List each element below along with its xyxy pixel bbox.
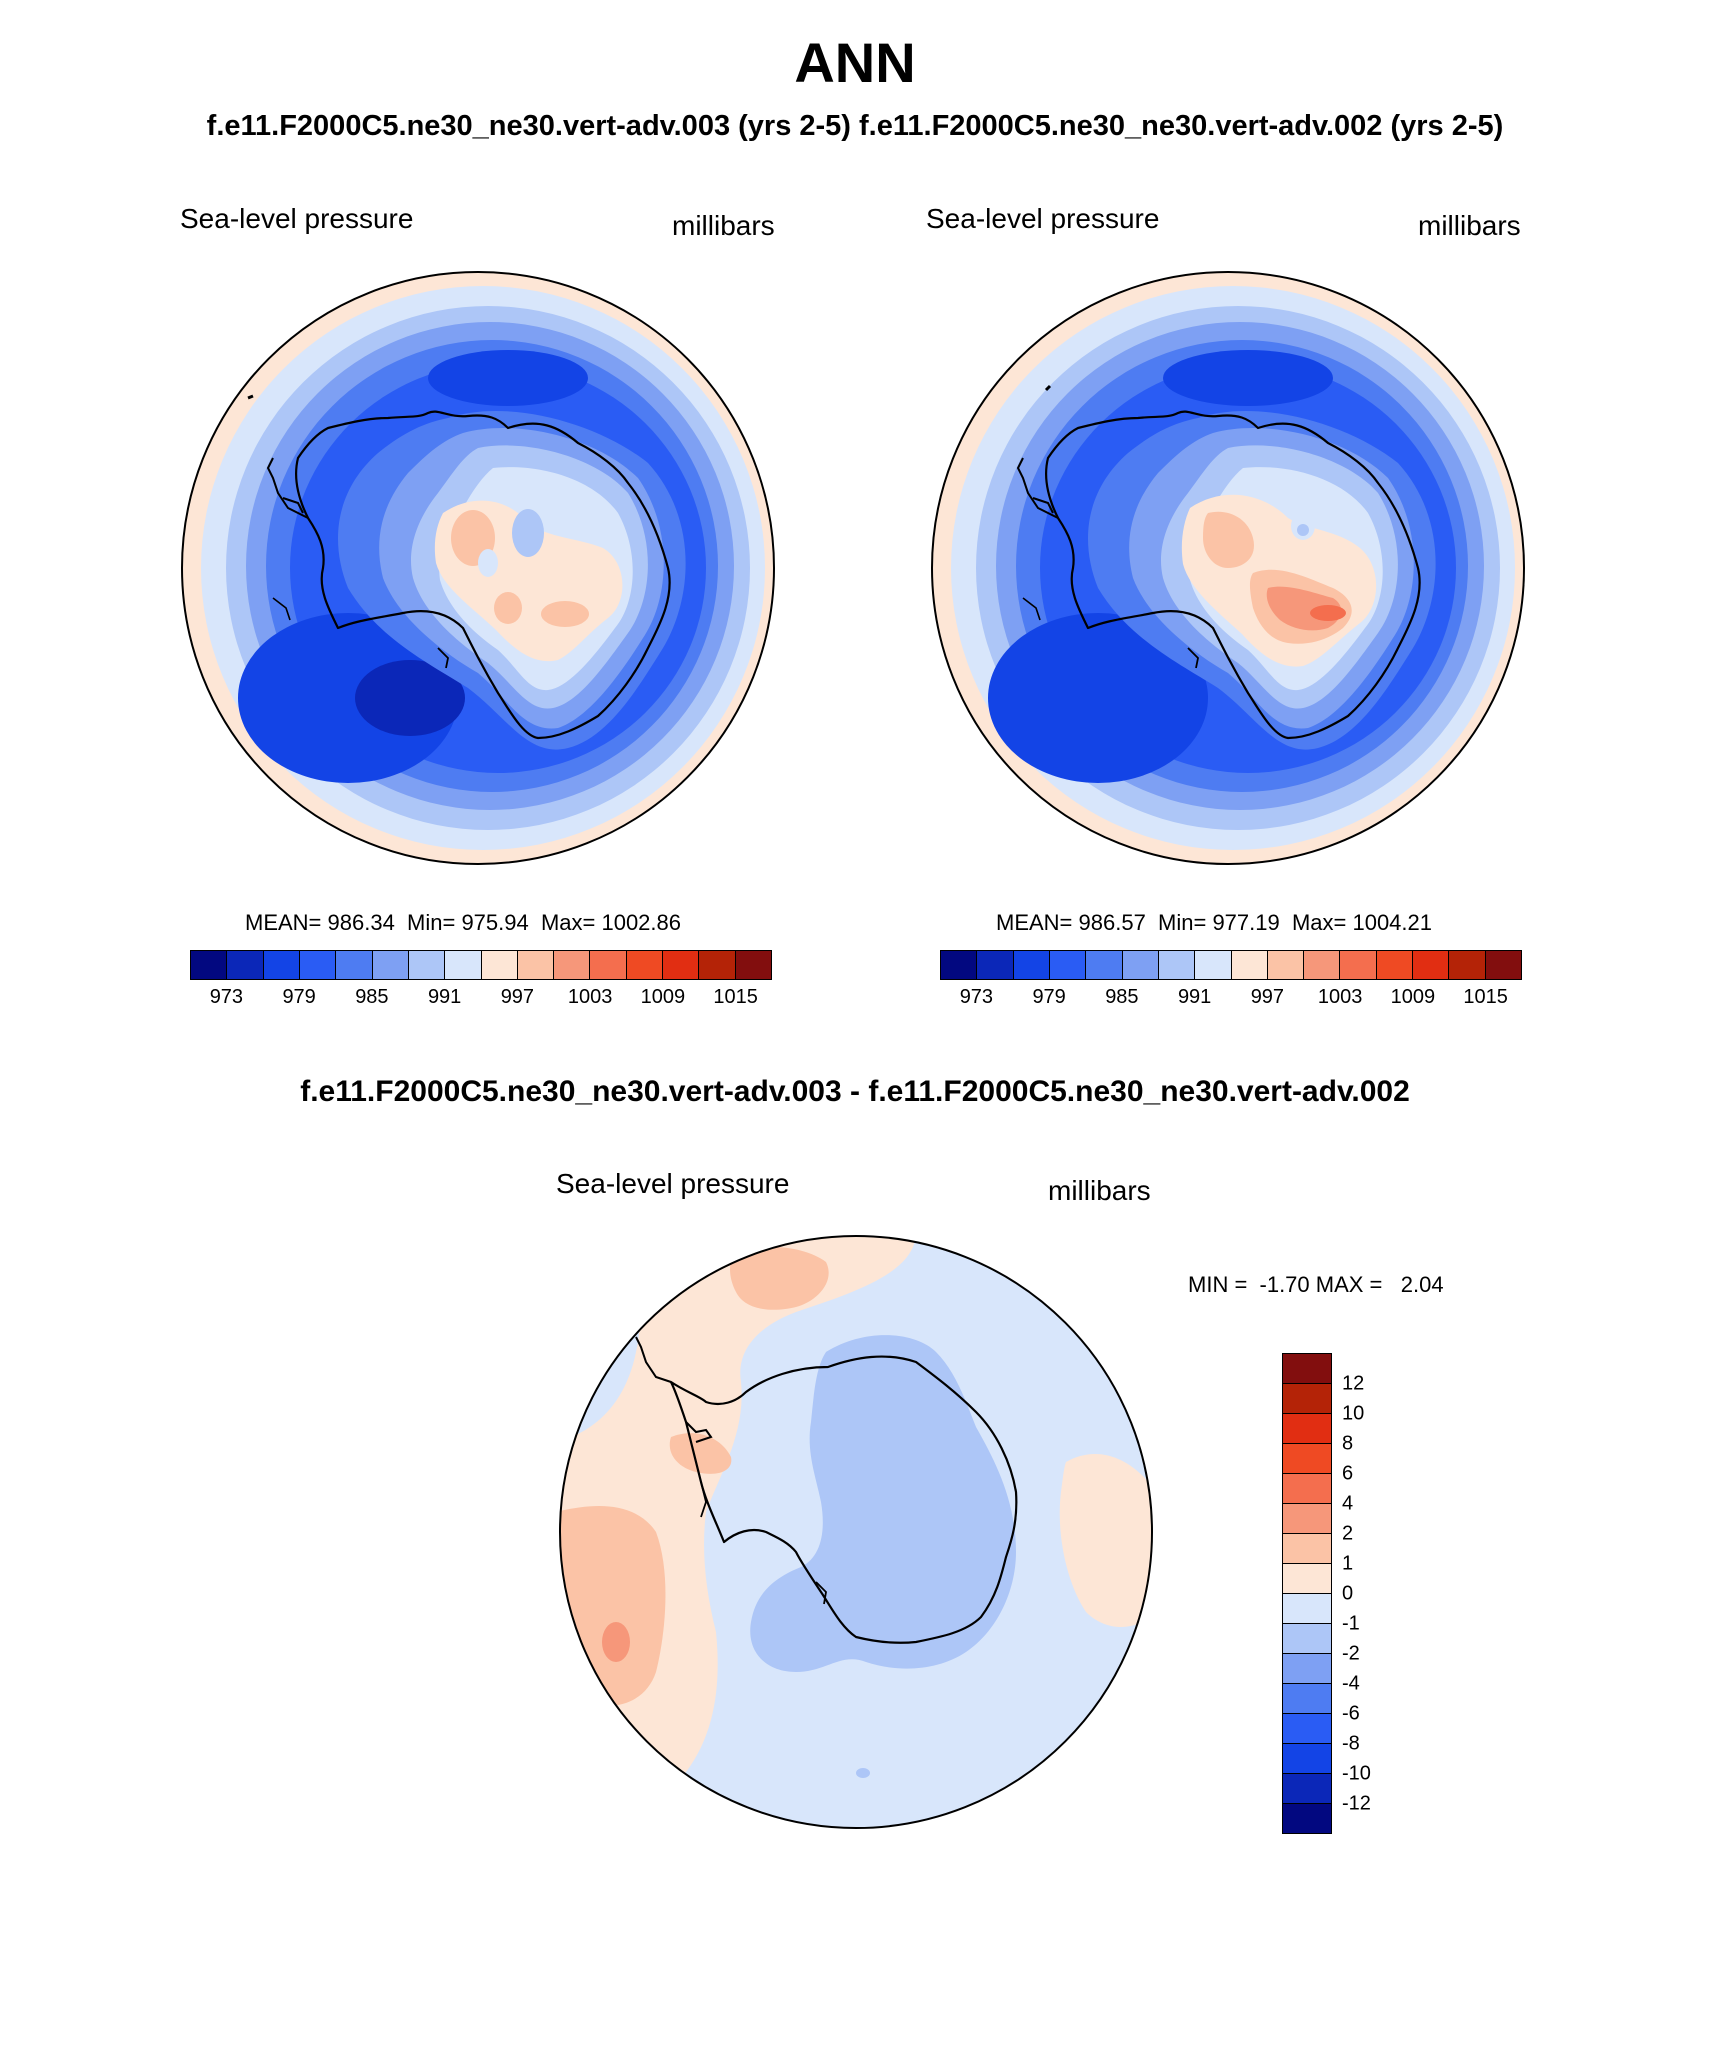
colorbar-swatch <box>663 951 700 979</box>
colorbar-swatch <box>1086 951 1123 979</box>
panel2-units-label: millibars <box>1418 210 1521 241</box>
colorbar-swatch <box>1283 1774 1331 1804</box>
colorbar-tick-label: -2 <box>1342 1642 1360 1665</box>
colorbar-swatch <box>1013 951 1050 979</box>
colorbar-swatch <box>735 951 771 979</box>
colorbar-swatch <box>1340 951 1377 979</box>
colorbar-tick-label: 997 <box>500 986 535 1008</box>
panel1-units-label: millibars <box>672 210 775 241</box>
colorbar-swatch <box>1283 1504 1331 1534</box>
colorbar-tick-label: 1 <box>1342 1552 1354 1575</box>
colorbar-swatch <box>1158 951 1196 979</box>
colorbar-tick-label: -4 <box>1342 1672 1360 1695</box>
colorbar-tick-label: 973 <box>209 986 244 1008</box>
panel1-polar-map <box>181 271 775 865</box>
colorbar-swatch <box>1195 951 1232 979</box>
colorbar-swatch <box>1304 951 1341 979</box>
colorbar-swatch <box>699 951 736 979</box>
colorbar-tick-label: -12 <box>1342 1792 1371 1815</box>
colorbar-swatch <box>1413 951 1450 979</box>
colorbar-tick-label: 991 <box>1177 986 1212 1008</box>
colorbar-swatch <box>1122 951 1159 979</box>
colorbar-tick-label: 2 <box>1342 1522 1354 1545</box>
colorbar-swatch <box>481 951 518 979</box>
colorbar-swatch <box>1283 1744 1331 1774</box>
colorbar-tick-label: 1003 <box>1317 986 1363 1008</box>
colorbar-swatch <box>1283 1354 1331 1384</box>
colorbar-swatch <box>1283 1714 1331 1744</box>
colorbar-tick-label: 991 <box>427 986 462 1008</box>
colorbar-swatch <box>1283 1594 1331 1624</box>
diff-colorbar-labels: 12 10 8 6 4 2 1 0 -1 -2 -4 -6 -8 -10 -12 <box>1342 1353 1402 1823</box>
colorbar-swatch <box>227 951 264 979</box>
colorbar-tick-label: 0 <box>1342 1582 1354 1605</box>
colorbar-tick-label: 4 <box>1342 1492 1354 1515</box>
colorbar-swatch <box>191 951 228 979</box>
colorbar-tick-label: -8 <box>1342 1732 1360 1755</box>
colorbar-swatch <box>1283 1534 1331 1564</box>
colorbar-swatch <box>263 951 300 979</box>
colorbar-tick-label: -6 <box>1342 1702 1360 1725</box>
colorbar-swatch <box>372 951 409 979</box>
colorbar-swatch <box>445 951 482 979</box>
diff-units-label: millibars <box>1048 1175 1151 1206</box>
colorbar-swatch <box>299 951 337 979</box>
colorbar-tick-label: 12 <box>1342 1372 1365 1395</box>
colorbar-swatch <box>1449 951 1486 979</box>
colorbar-tick-label: 8 <box>1342 1432 1354 1455</box>
colorbar-tick-label: 973 <box>959 986 994 1008</box>
panel1-stats: MEAN= 986.34 Min= 975.94 Max= 1002.86 <box>245 910 682 935</box>
case-names-line: f.e11.F2000C5.ne30_ne30.vert-adv.003 (yr… <box>206 110 1504 142</box>
panel2-polar-map <box>931 271 1525 865</box>
colorbar-tick-label: 1015 <box>1463 986 1508 1008</box>
colorbar-tick-label: -10 <box>1342 1762 1371 1785</box>
colorbar-tick-label: 979 <box>1032 986 1066 1008</box>
colorbar-swatch <box>590 951 627 979</box>
plot-season-title: ANN <box>794 31 916 94</box>
colorbar-swatch <box>554 951 591 979</box>
colorbar-swatch <box>1049 951 1087 979</box>
colorbar-swatch <box>626 951 664 979</box>
diff-colorbar <box>1282 1353 1332 1834</box>
panel2-stats: MEAN= 986.57 Min= 977.19 Max= 1004.21 <box>996 910 1433 935</box>
colorbar-tick-label: 1015 <box>713 986 758 1008</box>
colorbar-tick-label: 6 <box>1342 1462 1354 1485</box>
colorbar-tick-label: 1009 <box>640 986 686 1008</box>
difference-polar-map <box>559 1235 1153 1829</box>
colorbar-swatch <box>977 951 1014 979</box>
colorbar-swatch <box>1283 1444 1331 1474</box>
diff-variable-label: Sea-level pressure <box>556 1168 790 1199</box>
colorbar-swatch <box>1485 951 1521 979</box>
colorbar-swatch <box>1376 951 1414 979</box>
colorbar-swatch <box>941 951 978 979</box>
colorbar-swatch <box>336 951 373 979</box>
panel1-colorbar: 973 979 985 991 997 1003 1009 1015 <box>190 950 772 1010</box>
diff-stats: MIN = -1.70 MAX = 2.04 <box>1188 1272 1444 1297</box>
colorbar-swatch <box>1283 1804 1331 1833</box>
colorbar-swatch <box>1283 1684 1331 1714</box>
colorbar-swatch <box>1283 1384 1331 1414</box>
colorbar-swatch <box>1231 951 1268 979</box>
colorbar-tick-label: 985 <box>1105 986 1139 1008</box>
colorbar-swatch <box>408 951 446 979</box>
colorbar-tick-label: 1003 <box>567 986 613 1008</box>
colorbar-tick-label: 985 <box>355 986 389 1008</box>
colorbar-tick-label: 10 <box>1342 1402 1365 1425</box>
colorbar-swatch <box>517 951 555 979</box>
colorbar-tick-label: 1009 <box>1390 986 1436 1008</box>
panel1-variable-label: Sea-level pressure <box>180 203 414 234</box>
difference-title: f.e11.F2000C5.ne30_ne30.vert-adv.003 - f… <box>300 1075 1410 1108</box>
panel2-colorbar: 973 979 985 991 997 1003 1009 1015 <box>940 950 1522 1010</box>
panel2-variable-label: Sea-level pressure <box>926 203 1160 234</box>
colorbar-swatch <box>1283 1564 1331 1594</box>
colorbar-swatch <box>1267 951 1305 979</box>
colorbar-tick-label: -1 <box>1342 1612 1360 1635</box>
colorbar-tick-label: 997 <box>1250 986 1285 1008</box>
colorbar-tick-label: 979 <box>282 986 316 1008</box>
colorbar-swatch <box>1283 1414 1331 1444</box>
colorbar-swatch <box>1283 1624 1331 1654</box>
colorbar-swatch <box>1283 1474 1331 1504</box>
colorbar-swatch <box>1283 1654 1331 1684</box>
